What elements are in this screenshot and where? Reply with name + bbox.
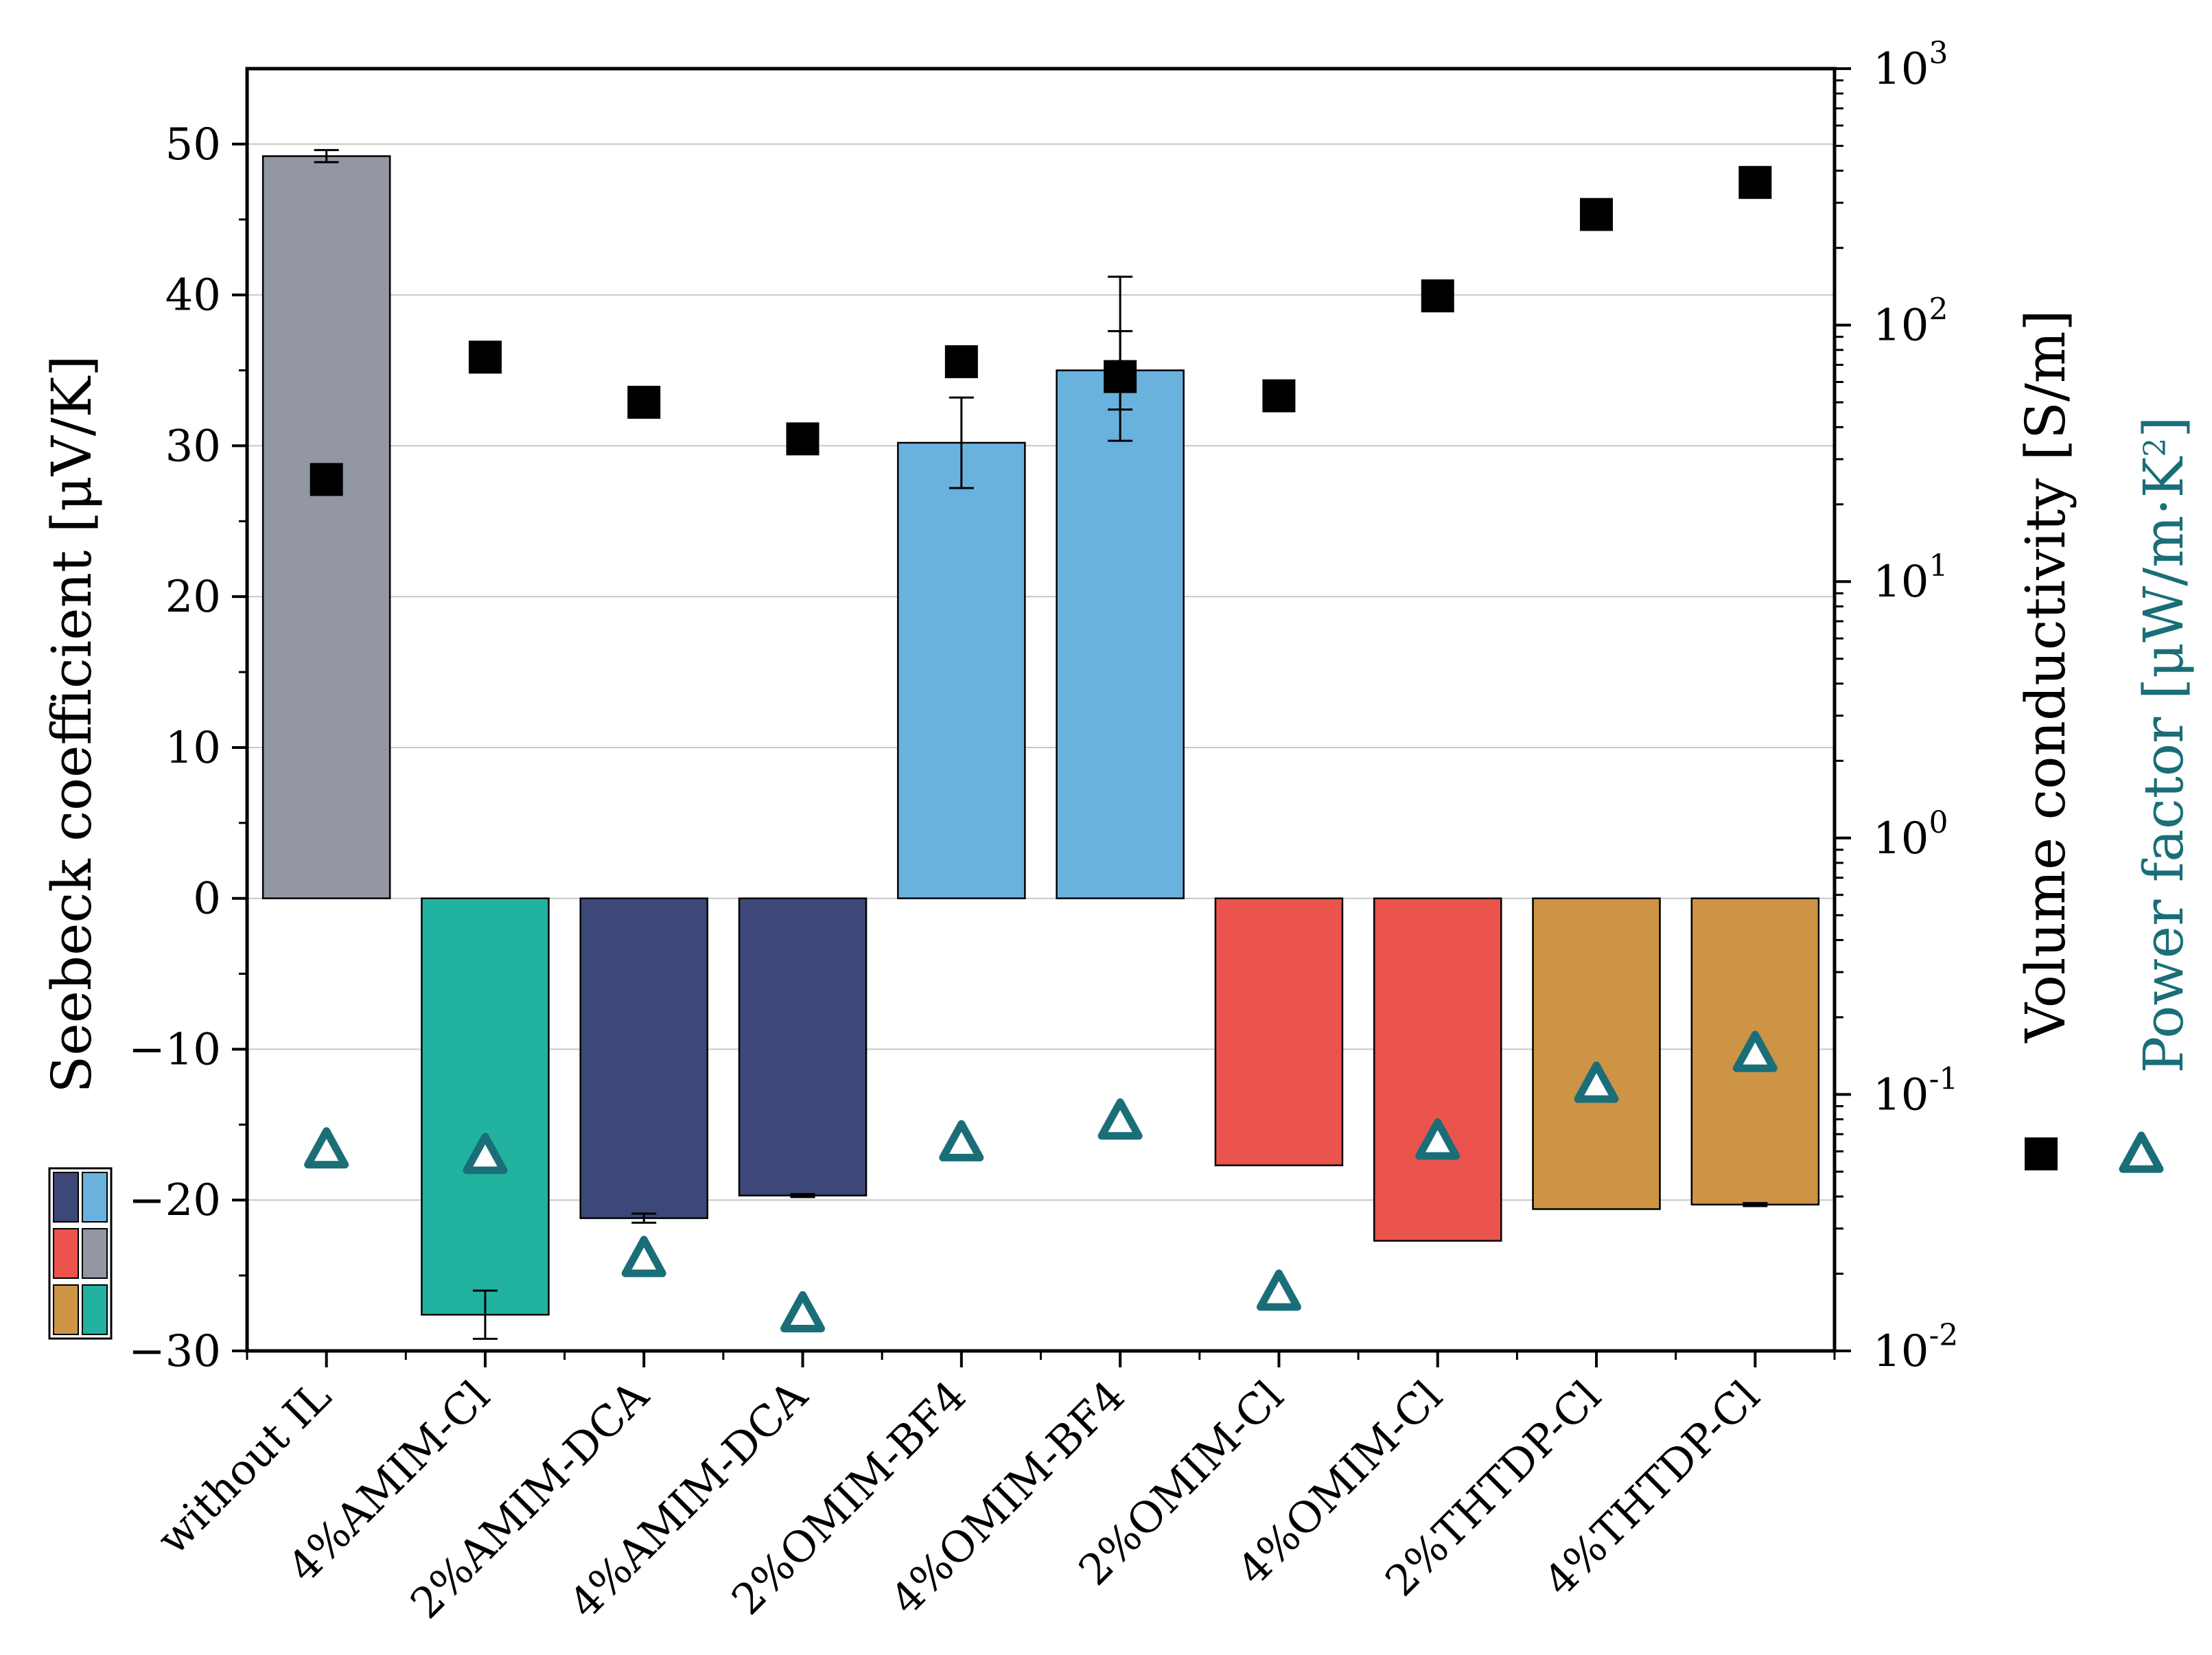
conductivity-marker-2%OMIM-Cl (1262, 379, 1296, 413)
swatch (82, 1284, 108, 1335)
conductivity-marker-4%THTDP-Cl (1738, 165, 1772, 199)
conductivity-marker-2%AMIM-DCA (627, 386, 661, 419)
power-factor-marker-4%OMIM-BF4 (1097, 1098, 1143, 1140)
right-tick-exponent: -2 (1929, 1318, 1958, 1353)
x-axis: without IL4%AMIM-Cl2%AMIM-DCA4%AMIM-DCA2… (148, 1351, 1836, 1628)
power-factor-marker-2%AMIM-DCA (621, 1236, 666, 1277)
right-tick-base: 10 (1873, 813, 1929, 864)
right-tick-base: 10 (1873, 1069, 1929, 1120)
right-tick-exponent: 2 (1929, 292, 1948, 327)
conductivity-marker-4%OMIM-BF4 (1104, 360, 1137, 393)
right-tick-label: 103 (1873, 36, 1948, 95)
conductivity-marker-4%AMIM-Cl (468, 340, 502, 374)
left-tick-label: −10 (128, 1024, 221, 1075)
power-factor-marker-4%AMIM-Cl (463, 1133, 508, 1174)
right-tick-base: 10 (1873, 1326, 1929, 1377)
right-tick-label: 100 (1873, 805, 1948, 864)
right-tick-base: 10 (1873, 44, 1929, 95)
power-factor-marker-2%OMIM-Cl (1256, 1269, 1301, 1311)
swatch-frame (48, 1167, 113, 1340)
conductivity-marker-2%OMIM-BF4 (944, 345, 978, 378)
swatch (82, 1228, 108, 1279)
legend-square-marker (2025, 1137, 2058, 1170)
bar-2%OMIM-Cl (1214, 897, 1344, 1166)
bar-series (261, 149, 1820, 1340)
power-factor-title-exponent: 2 (2138, 438, 2173, 457)
right-axis-title-conductivity: Volume conductivity [S/m] (2014, 310, 2077, 1043)
right-tick-exponent: -1 (1929, 1061, 1958, 1096)
swatch (82, 1172, 108, 1223)
bar-2%THTDP-Cl (1532, 897, 1661, 1210)
left-axis-title: Seebeck coefficient [μV/K] (40, 355, 104, 1093)
right-tick-exponent: 3 (1929, 36, 1948, 71)
swatch (53, 1172, 79, 1223)
right-tick-base: 10 (1873, 301, 1929, 351)
legend-triangle-marker (2119, 1131, 2164, 1173)
bar-4%OMIM-BF4 (1056, 369, 1185, 899)
right-tick-exponent: 0 (1929, 805, 1948, 840)
power-factor-marker-4%OMIM-Cl (1415, 1118, 1460, 1160)
power-factor-title-suffix: ] (2132, 417, 2196, 438)
power-factor-marker-4%AMIM-DCA (780, 1291, 826, 1333)
right-tick-exponent: 1 (1929, 548, 1948, 583)
scatter-series (304, 165, 1778, 1333)
left-tick-label: −30 (128, 1326, 221, 1377)
series-legend (2025, 1131, 2164, 1173)
left-tick-label: 10 (165, 723, 221, 774)
right-tick-base: 10 (1873, 557, 1929, 607)
right-axis-title-power-factor: Power factor [μW/m·K2] (2132, 417, 2196, 1074)
bar-2%OMIM-BF4 (897, 441, 1026, 899)
left-tick-label: −20 (128, 1175, 221, 1226)
right-tick-label: 102 (1873, 292, 1948, 351)
conductivity-marker-4%AMIM-DCA (786, 422, 819, 456)
left-axis: −30 −20 −10 0 10 20 30 40 50 (128, 119, 247, 1377)
left-tick-label: 0 (193, 874, 221, 925)
power-factor-marker-4%THTDP-Cl (1732, 1030, 1778, 1072)
bar-4%AMIM-Cl (421, 897, 550, 1316)
left-tick-label: 30 (165, 421, 221, 472)
right-tick-label: 10-1 (1873, 1061, 1958, 1120)
right-tick-label: 10-2 (1873, 1318, 1958, 1377)
power-factor-marker-2%OMIM-BF4 (939, 1120, 984, 1161)
conductivity-marker-without IL (310, 463, 343, 496)
bar-without IL (261, 155, 391, 899)
swatch (53, 1228, 79, 1279)
left-tick-label: 50 (165, 119, 221, 170)
left-tick-label: 20 (165, 572, 221, 623)
bar-2%AMIM-DCA (579, 897, 709, 1219)
power-factor-title-prefix: Power factor [μW/m·K (2132, 456, 2196, 1073)
right-tick-label: 101 (1873, 548, 1948, 607)
power-factor-marker-without IL (304, 1127, 349, 1169)
conductivity-marker-4%OMIM-Cl (1421, 279, 1454, 313)
left-tick-label: 40 (165, 270, 221, 321)
color-legend (48, 1167, 113, 1340)
bar-4%OMIM-Cl (1373, 897, 1502, 1242)
bar-4%AMIM-DCA (738, 897, 868, 1196)
swatch (53, 1284, 79, 1335)
conductivity-marker-2%THTDP-Cl (1580, 198, 1614, 231)
power-factor-marker-2%THTDP-Cl (1574, 1061, 1619, 1103)
